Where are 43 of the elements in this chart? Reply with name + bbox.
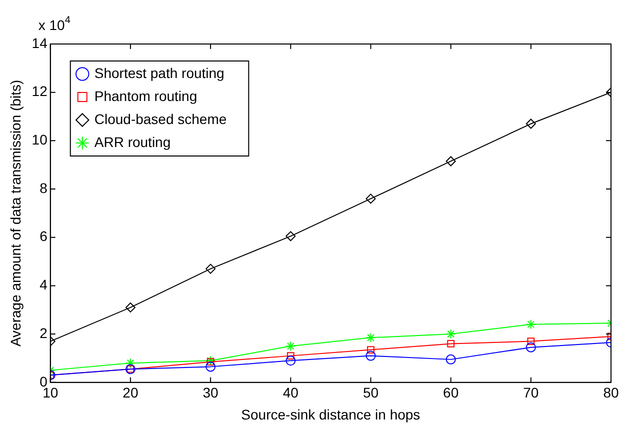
point <box>286 356 296 366</box>
point <box>206 356 216 366</box>
y-axis-title: Average amount of data transmission (bits) <box>7 80 24 347</box>
point <box>206 358 214 366</box>
point <box>286 341 296 352</box>
point <box>367 346 374 354</box>
legend-label: ARR routing <box>94 134 171 150</box>
point <box>286 352 294 360</box>
x-tick-label: 80 <box>603 384 619 401</box>
x-tick-label: 20 <box>122 384 138 401</box>
point <box>125 302 136 312</box>
x-tick-label: 60 <box>443 384 459 401</box>
x-axis-title: Source-sink distance in hops <box>241 406 420 422</box>
y-tick-label: 2 <box>40 324 48 341</box>
y-tick-label: 14 <box>32 34 48 51</box>
y-tick-label: 4 <box>40 276 48 293</box>
y-tick-label: 12 <box>32 83 48 100</box>
point <box>286 231 296 242</box>
point <box>526 319 536 330</box>
point <box>446 156 456 166</box>
point <box>206 264 216 274</box>
x-tick-label: 70 <box>523 384 539 401</box>
y-tick-label: 0 <box>40 373 48 390</box>
x-tick-label: 30 <box>202 384 219 401</box>
point <box>366 194 376 204</box>
legend-label: Shortest path routing <box>94 64 224 81</box>
point <box>526 342 536 352</box>
point <box>527 338 535 345</box>
point <box>447 340 455 348</box>
point <box>206 362 216 372</box>
x-tick-label: 50 <box>362 384 379 401</box>
legend-label: Cloud-based scheme <box>94 110 227 127</box>
point <box>446 354 456 364</box>
x-tick-label: 40 <box>282 384 299 401</box>
point <box>366 332 376 343</box>
y-tick-label: 6 <box>40 228 48 244</box>
point <box>526 118 536 129</box>
y-tick-label: 10 <box>32 132 48 148</box>
point <box>125 358 136 368</box>
y-tick-label: 8 <box>40 180 48 196</box>
point <box>446 329 456 340</box>
legend-label: Phantom routing <box>94 88 198 104</box>
point <box>366 350 376 361</box>
